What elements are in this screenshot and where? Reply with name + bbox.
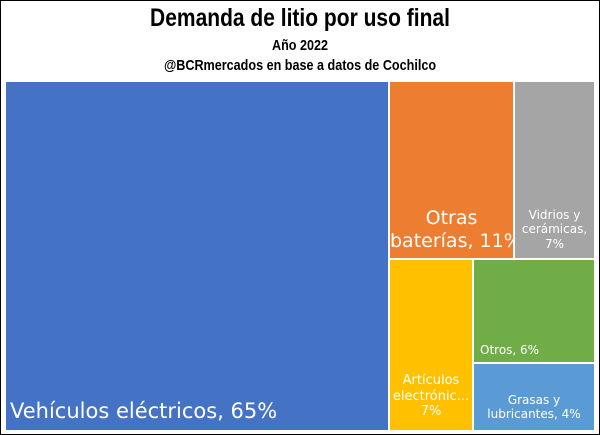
treemap-tile-label-line: Otros, 6% xyxy=(480,343,540,357)
treemap-tile-label: Vidrios y cerámicas, 7% xyxy=(515,208,594,251)
treemap-tile: Vidrios y cerámicas, 7% xyxy=(513,80,596,260)
treemap-tile-label-line: electrónic... xyxy=(392,388,470,404)
treemap-tile-label-line: Artículos xyxy=(402,373,460,388)
treemap-tile-label: Grasas y lubricantes, 4% xyxy=(474,393,594,422)
treemap-tile-label: Otros, 6% xyxy=(480,343,539,357)
treemap-tile-label-line: cerámicas, xyxy=(521,222,588,237)
chart-subtitle: Año 2022 xyxy=(271,37,329,54)
chart-source: @BCRmercados en base a datos de Cochilco xyxy=(163,57,437,74)
treemap-tile-label: Artículos electrónic... 7% xyxy=(390,373,472,420)
treemap-tile-label-line: 7% xyxy=(420,404,442,420)
treemap-tile: Grasas y lubricantes, 4% xyxy=(472,362,596,432)
treemap-tile: Artículos electrónic... 7% xyxy=(388,258,474,432)
treemap-tile-label-line: Vidrios y xyxy=(528,208,581,222)
treemap-tile-label-line: 7% xyxy=(544,236,565,251)
treemap-tile-label-line: Grasas y xyxy=(507,393,561,407)
chart-title: Demanda de litio por uso final xyxy=(150,4,450,32)
treemap-tile-label: Otras baterías, 11% xyxy=(390,207,513,253)
treemap-tile-label: Vehículos eléctricos, 65% xyxy=(10,399,277,424)
treemap-tile: Otros, 6% xyxy=(472,258,596,364)
treemap-tile-label-line: Otras xyxy=(425,207,478,229)
treemap-tile-label-line: baterías, 11% xyxy=(390,229,515,252)
treemap-tile-label-line: Vehículos eléctricos, 65% xyxy=(10,399,278,423)
treemap-tile-label-line: lubricantes, 4% xyxy=(487,407,581,422)
treemap-tile: Vehículos eléctricos, 65% xyxy=(4,80,390,432)
treemap-tile: Otras baterías, 11% xyxy=(388,80,515,260)
